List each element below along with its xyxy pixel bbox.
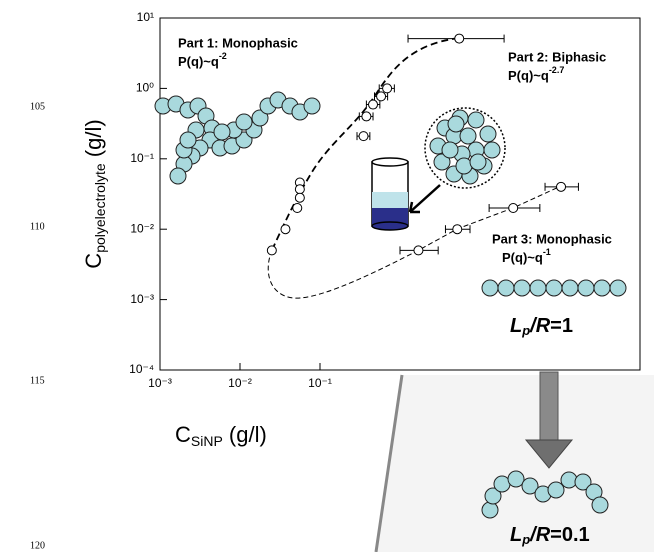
bead — [213, 123, 231, 141]
data-point — [382, 83, 393, 94]
bead-cluster — [429, 109, 501, 185]
annotation: P(q)~q-2.7 — [508, 65, 564, 83]
bead — [467, 111, 485, 129]
y-tick-label: 10⁻¹ — [130, 151, 154, 165]
data-point — [368, 99, 379, 110]
bead — [481, 501, 499, 519]
bead — [529, 279, 547, 297]
bead — [561, 279, 579, 297]
down-arrow — [524, 371, 574, 469]
y-axis-title: Cpolyelectrolyte (g/l) — [81, 119, 108, 268]
line-number: 105 — [30, 101, 45, 112]
bead-chains — [154, 91, 627, 297]
data-point — [280, 224, 291, 235]
x-tick-label: 10⁻² — [228, 376, 252, 390]
bead — [447, 115, 465, 133]
bead — [441, 141, 459, 159]
data-point — [358, 131, 369, 142]
guide-curve — [271, 37, 460, 251]
bead — [169, 167, 187, 185]
bead — [455, 157, 473, 175]
bead — [433, 153, 451, 171]
bead — [521, 477, 539, 495]
bead — [251, 109, 269, 127]
line-number: 110 — [30, 221, 45, 232]
bead — [179, 131, 197, 149]
line-number: 115 — [30, 375, 45, 386]
bead — [545, 279, 563, 297]
bead — [591, 496, 609, 514]
annotation: P(q)~q-2 — [178, 51, 227, 69]
bead — [481, 279, 499, 297]
x-axis-title: CSiNP (g/l) — [175, 422, 267, 449]
annotation: Part 3: Monophasic — [492, 231, 612, 246]
y-tick-label: 10⁰ — [136, 81, 154, 95]
bead — [547, 481, 565, 499]
annotation: Part 1: Monophasic — [178, 35, 298, 50]
data-point — [454, 33, 465, 44]
y-tick-label: 10¹ — [137, 10, 154, 24]
data-point — [294, 184, 305, 195]
bead — [609, 279, 627, 297]
x-tick-label: 10⁻³ — [148, 376, 172, 390]
bead — [574, 473, 592, 491]
bead — [593, 279, 611, 297]
data-point — [452, 224, 463, 235]
arrow — [408, 184, 441, 214]
bead — [459, 127, 477, 145]
bead — [484, 487, 502, 505]
x-tick-label: 10⁻¹ — [308, 376, 332, 390]
data-point — [294, 192, 305, 203]
plot-frame — [159, 17, 641, 371]
annotation: P(q)~q-1 — [502, 247, 551, 265]
y-tick-label: 10⁻² — [130, 221, 154, 235]
ratio-label: Lp/R=1 — [510, 315, 573, 338]
overlay-page — [376, 375, 654, 552]
line-number: 120 — [30, 540, 45, 551]
y-tick-label: 10⁻⁴ — [129, 362, 154, 376]
data-point — [361, 111, 372, 122]
bead — [497, 279, 515, 297]
data-point — [292, 203, 303, 214]
data-point — [508, 203, 519, 214]
guide-curve — [267, 185, 562, 299]
data-point — [376, 91, 387, 102]
bead — [577, 279, 595, 297]
data-point — [556, 181, 567, 192]
bead — [507, 470, 525, 488]
bead — [483, 141, 501, 159]
bead — [513, 279, 531, 297]
data-point — [413, 245, 424, 256]
bead — [469, 153, 487, 171]
ratio-label: Lp/R=0.1 — [510, 524, 590, 547]
bead-chain — [481, 470, 609, 519]
data-point — [266, 245, 277, 256]
bead — [303, 97, 321, 115]
y-tick-label: 10⁻³ — [130, 292, 154, 306]
bead — [560, 471, 578, 489]
vial — [371, 157, 409, 231]
annotation: Part 2: Biphasic — [508, 49, 606, 64]
bead — [235, 113, 253, 131]
bead — [479, 125, 497, 143]
overlay-edge — [374, 374, 404, 552]
